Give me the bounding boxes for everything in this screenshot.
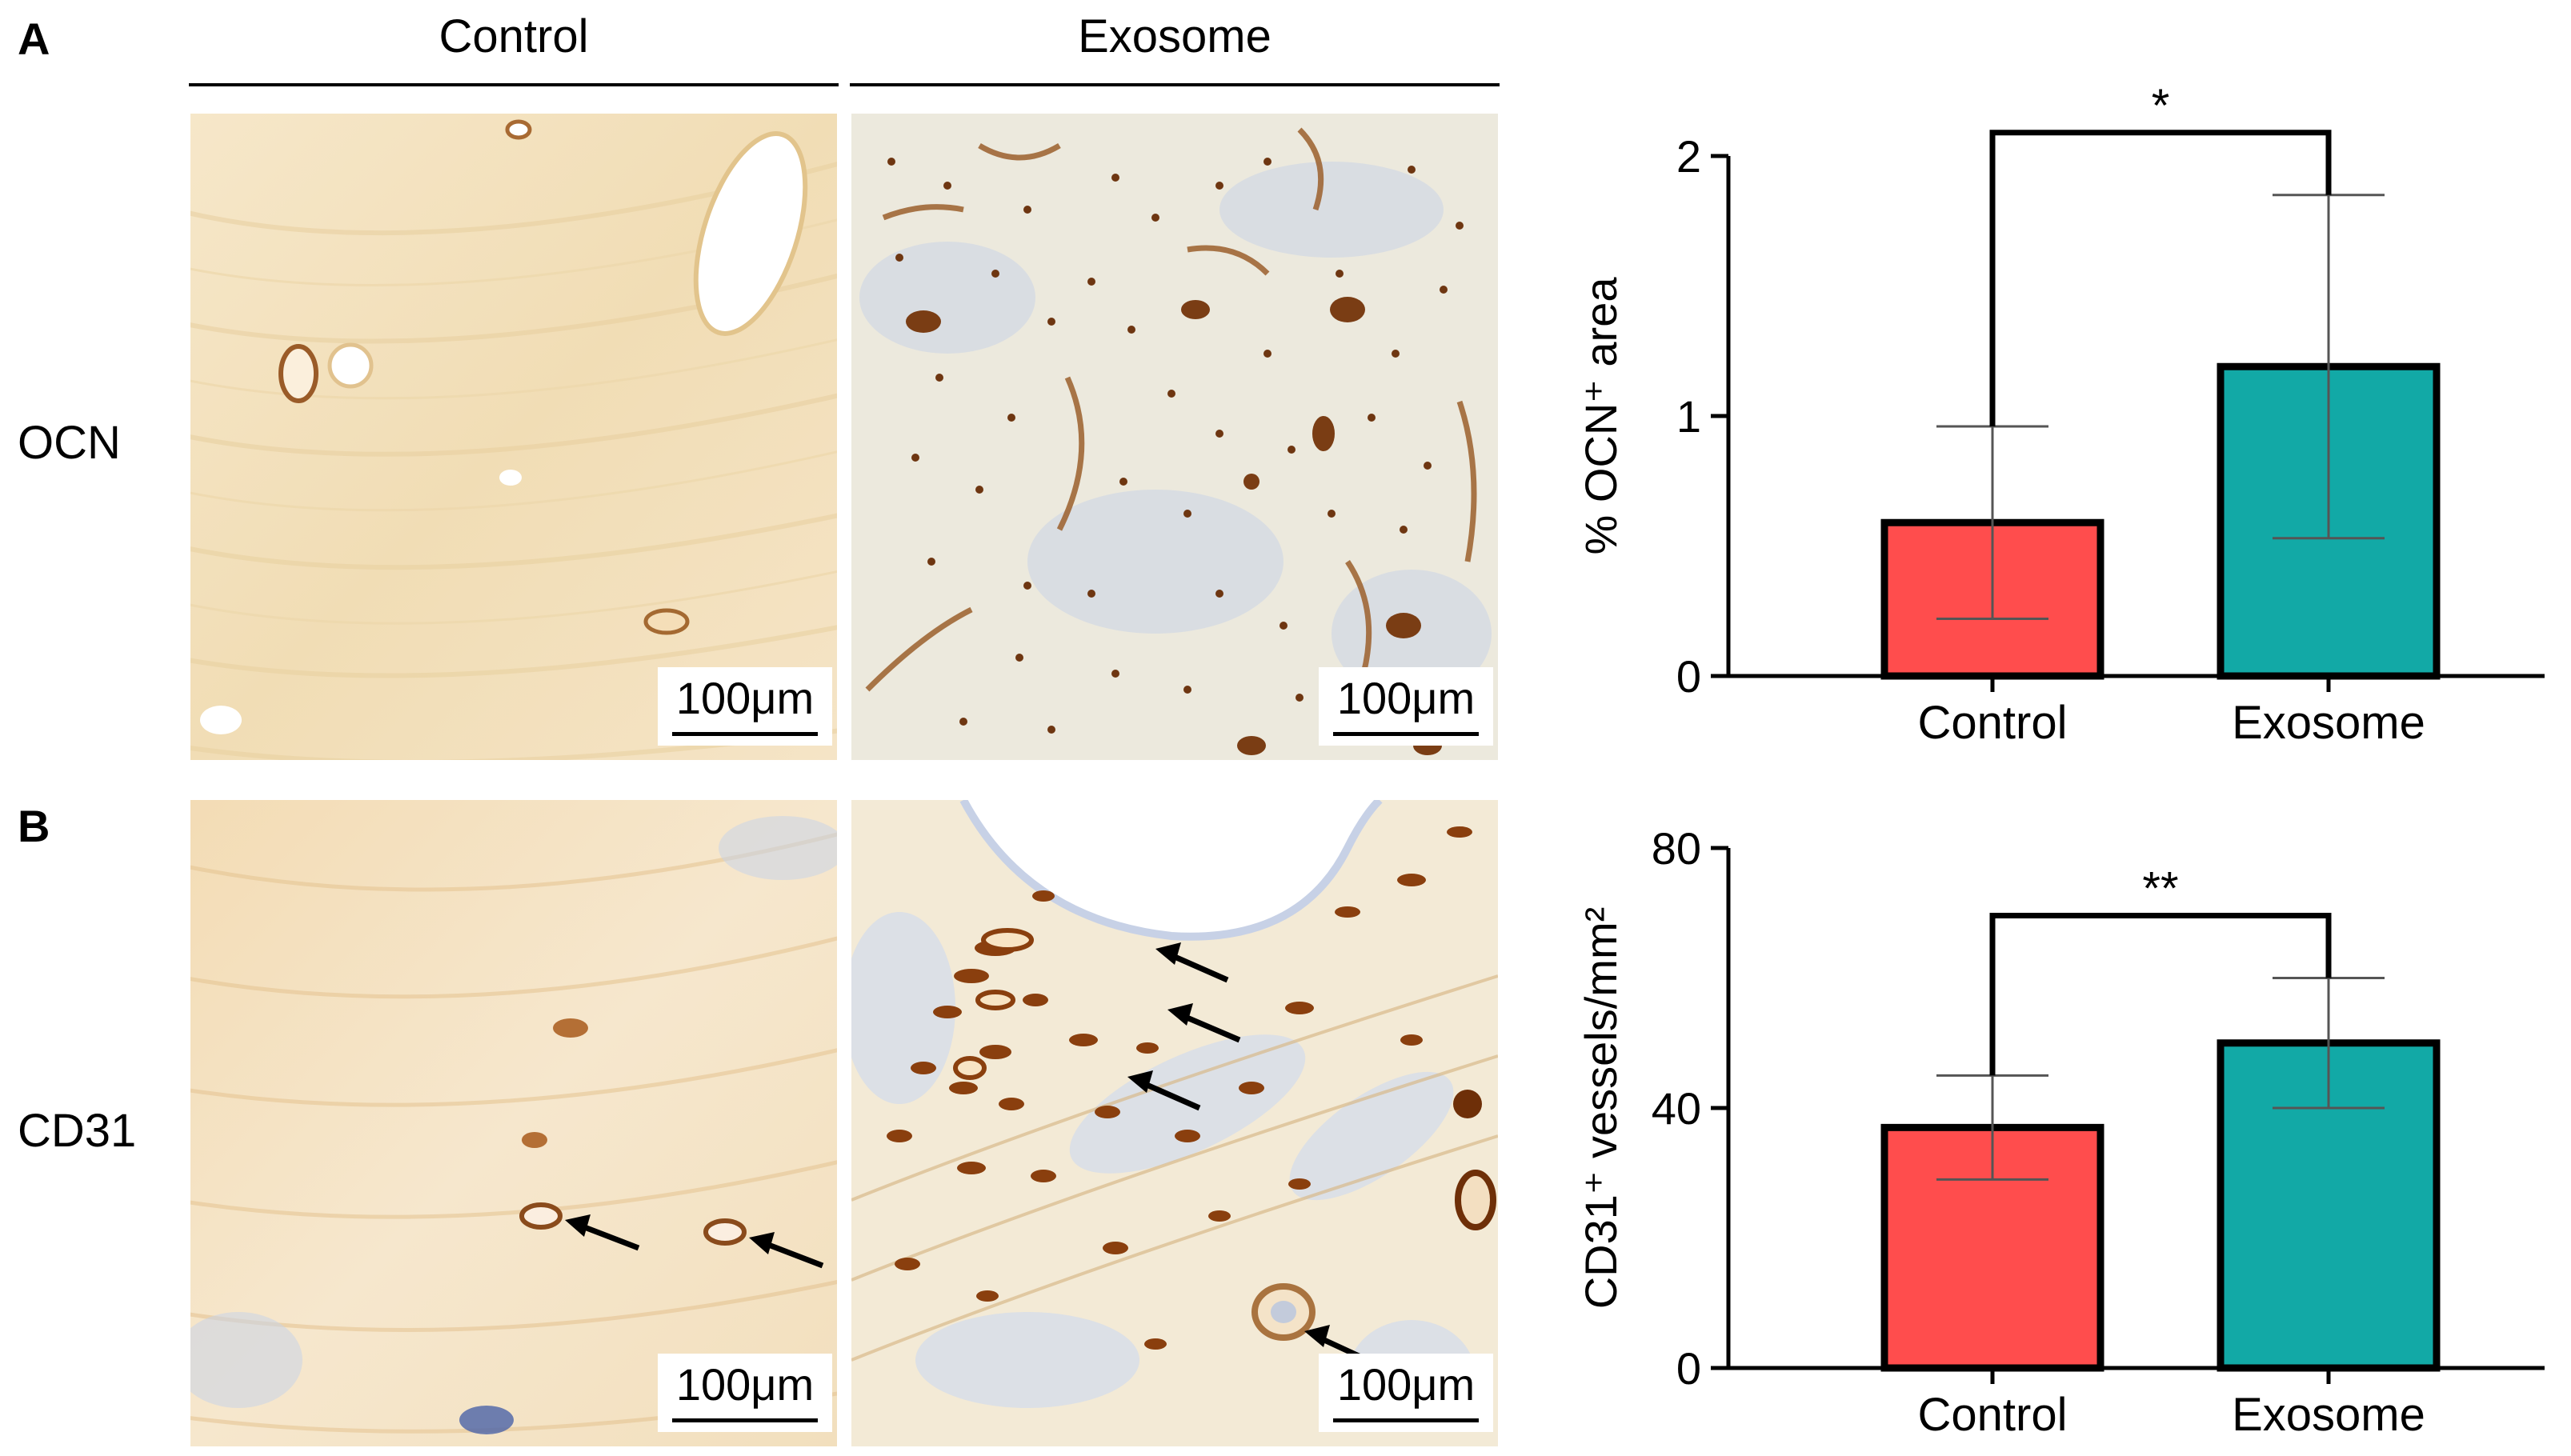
panel-letter-b: B (18, 801, 50, 851)
column-heading-control: Control (439, 10, 589, 62)
column-heading-exosome: Exosome (1078, 10, 1271, 62)
panel-letter-a: A (18, 14, 50, 64)
y-axis-label: CD31⁺ vessels/mm² (1576, 907, 1626, 1310)
chart-cd31-vessels: CD31⁺ vessels/mm² 0 40 80 Control Exosome ** (1568, 808, 2561, 1448)
significance-bracket (1989, 130, 2332, 426)
micrograph-ocn-control: 100μm (190, 114, 837, 760)
micrograph-cd31-exosome: 100μm (851, 800, 1498, 1446)
y-tick-label: 1 (1676, 391, 1701, 442)
x-tick-label: Exosome (2232, 1389, 2425, 1441)
scale-bar-label: 100μm (675, 1359, 815, 1410)
scale-bar-line (672, 1418, 818, 1422)
row-label-ocn: OCN (18, 417, 121, 469)
scale-bar: 100μm (1319, 1354, 1493, 1432)
scale-bar: 100μm (658, 1354, 832, 1432)
significance-marker: * (2152, 80, 2170, 132)
micrograph-ocn-exosome: 100μm (851, 114, 1498, 760)
significance-bracket (1989, 913, 2332, 1076)
scale-bar-label: 100μm (1336, 1359, 1476, 1410)
y-tick-label: 0 (1676, 651, 1701, 702)
y-tick-label: 80 (1652, 823, 1701, 874)
y-tick-label: 2 (1676, 131, 1701, 182)
x-tick-label: Control (1918, 1389, 2068, 1441)
x-tick-label: Control (1918, 697, 2068, 749)
significance-marker: ** (2142, 863, 2178, 915)
scale-bar-label: 100μm (1336, 673, 1476, 723)
chart-ocn-svg: % OCN⁺ area 0 1 2 Control Exosome * (1576, 80, 2545, 749)
y-tick-label: 40 (1652, 1083, 1701, 1134)
micrograph-cd31-control: 100μm (190, 800, 837, 1446)
scale-bar-line (672, 732, 818, 736)
y-axis-label: % OCN⁺ area (1576, 277, 1626, 555)
chart-ocn-area: % OCN⁺ area 0 1 2 Control Exosome * (1568, 64, 2561, 784)
scale-bar-line (1333, 1418, 1479, 1422)
scale-bar: 100μm (1319, 667, 1493, 746)
scale-bar-label: 100μm (675, 673, 815, 723)
scale-bar: 100μm (658, 667, 832, 746)
column-rule-control (189, 83, 839, 86)
y-tick-label: 0 (1676, 1343, 1701, 1394)
x-tick-label: Exosome (2232, 697, 2425, 749)
row-label-cd31: CD31 (18, 1105, 137, 1157)
scale-bar-line (1333, 732, 1479, 736)
chart-cd31-svg: CD31⁺ vessels/mm² 0 40 80 Control Exosome ** (1576, 823, 2545, 1441)
column-rule-exosome (850, 83, 1500, 86)
